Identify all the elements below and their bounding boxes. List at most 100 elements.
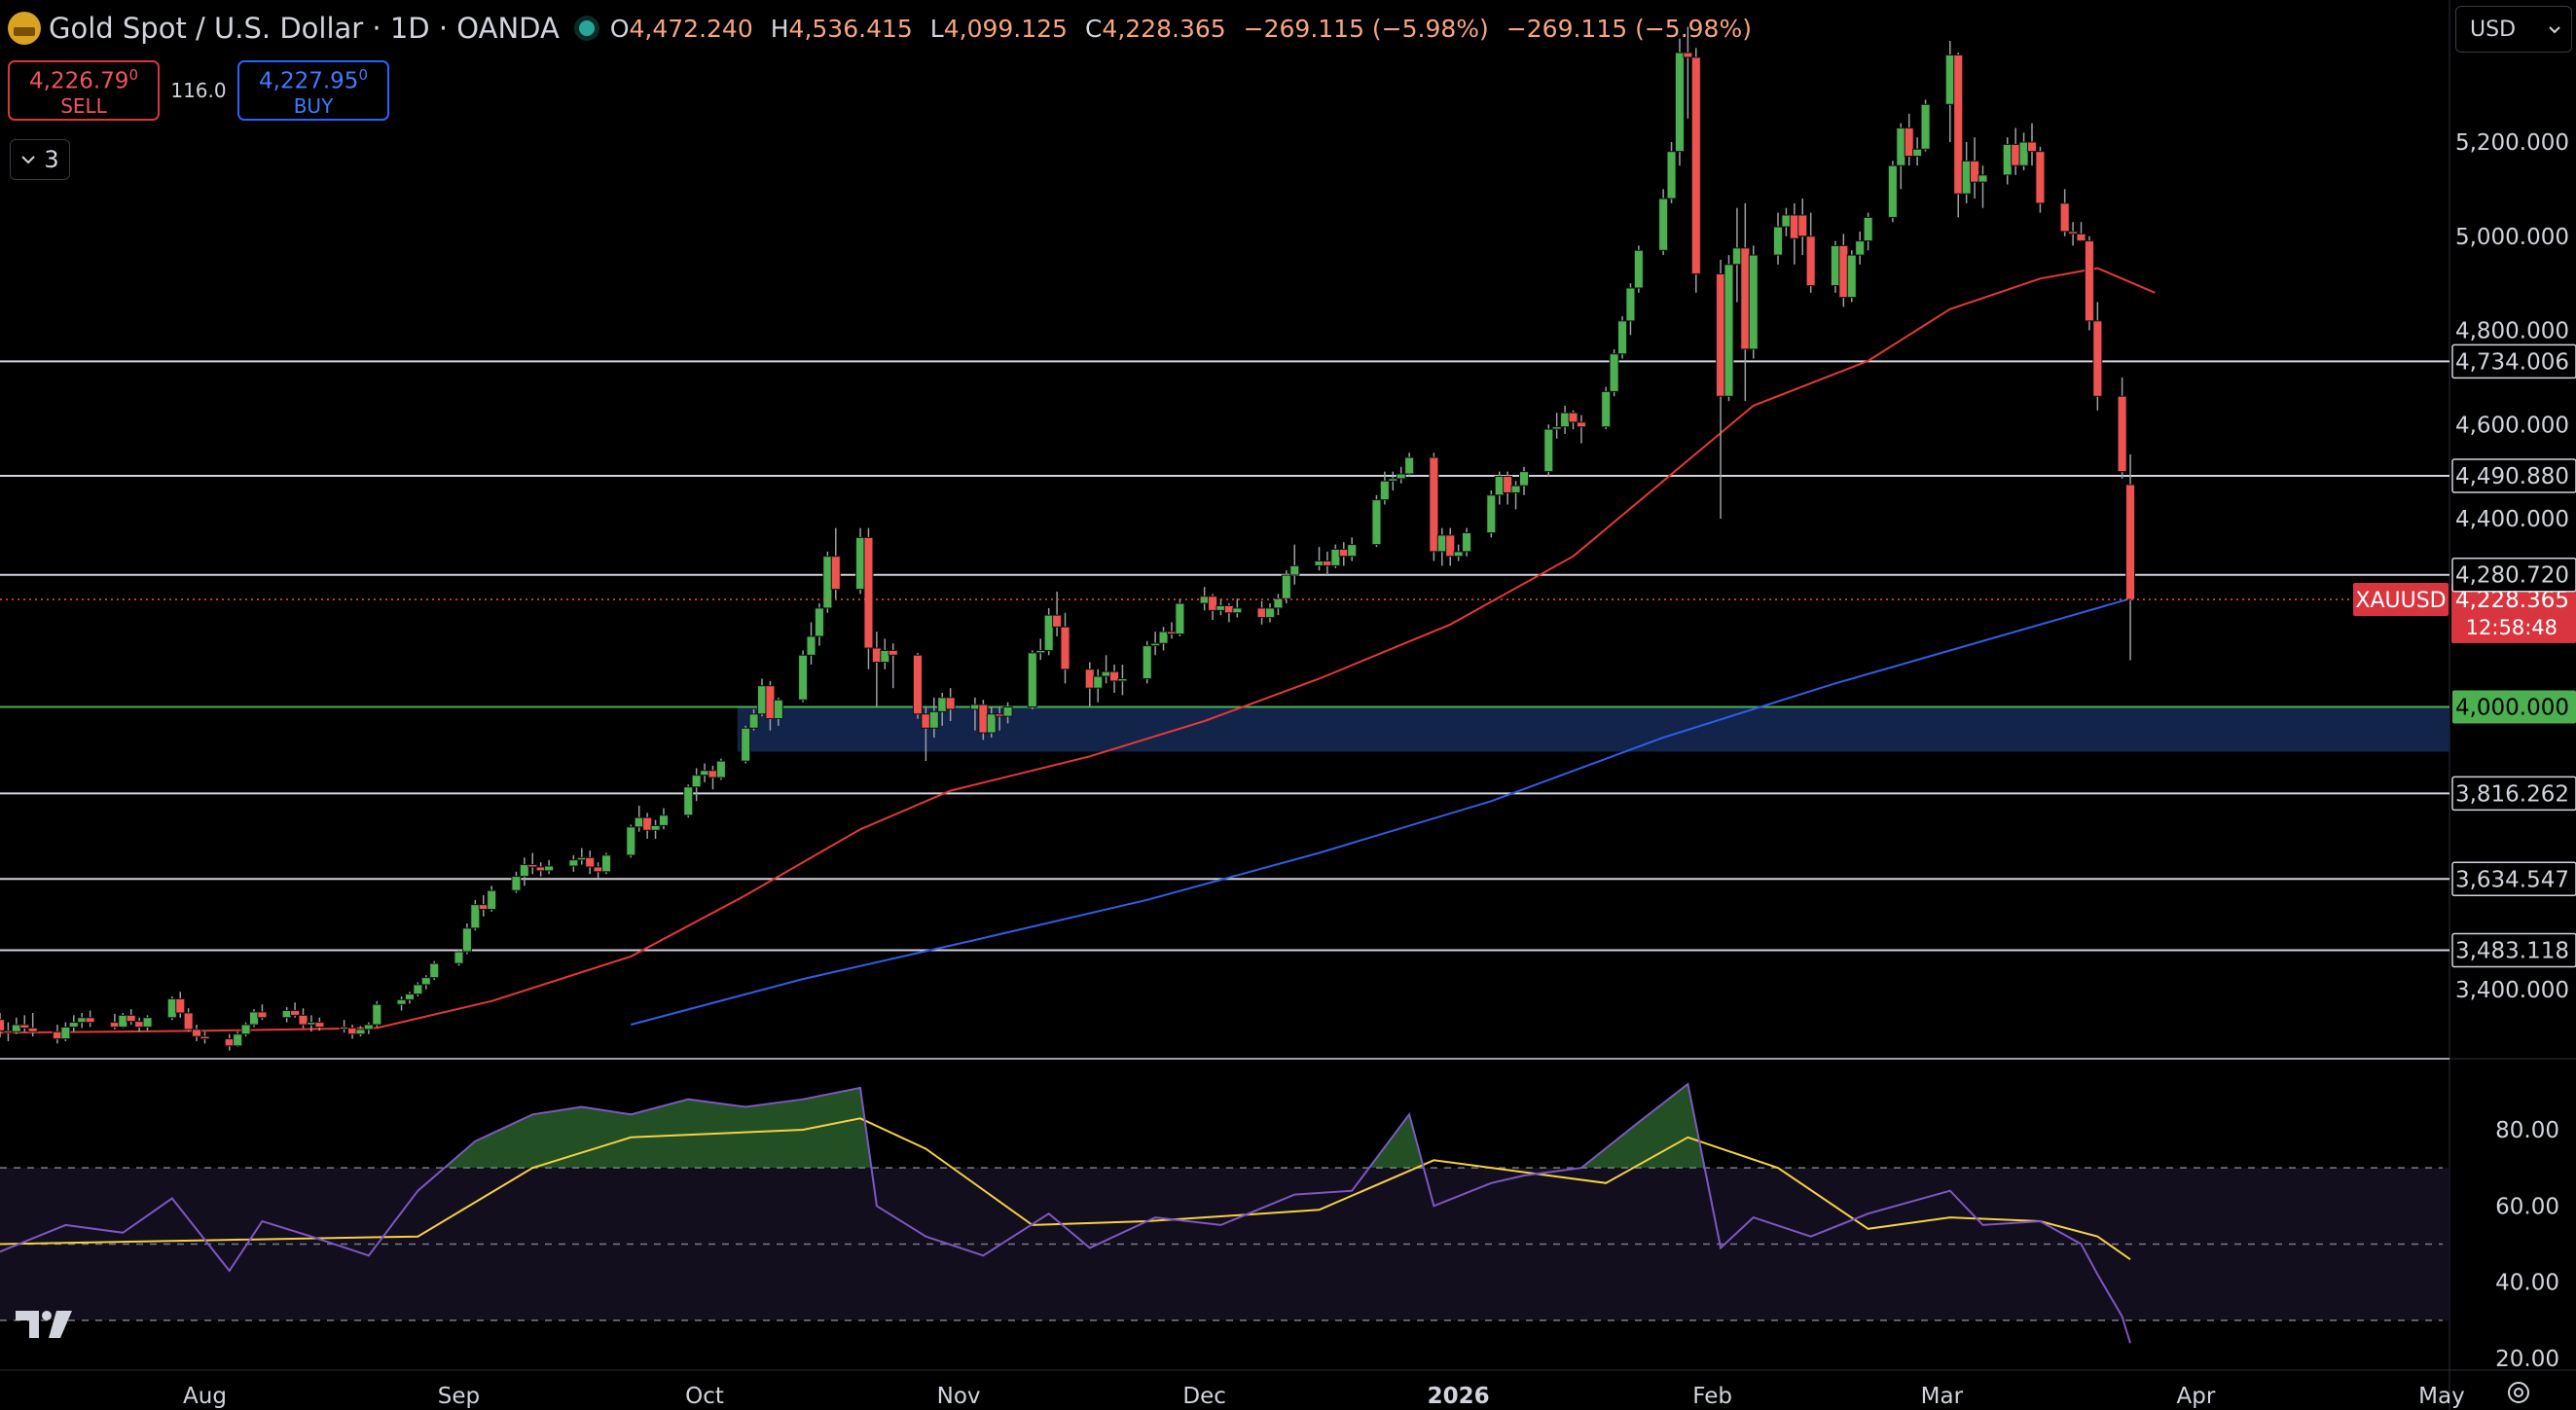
candle-up [470, 904, 481, 929]
candle-down [0, 1019, 5, 1031]
chart-header: Gold Spot / U.S. Dollar · 1D · OANDA O4,… [0, 0, 1752, 56]
level-label: 3,816.262 [2455, 781, 2569, 807]
symbol-title[interactable]: Gold Spot / U.S. Dollar · 1D · OANDA [49, 12, 560, 45]
price-tick-label: 4,800.000 [2455, 319, 2569, 344]
candle-down [224, 1038, 235, 1047]
candle-up [68, 1022, 79, 1028]
candle-up [715, 760, 726, 778]
candle-down [298, 1014, 308, 1026]
candle-up [986, 713, 997, 734]
buy-price-sup: 0 [358, 65, 368, 84]
candle-up [1666, 151, 1677, 199]
level-label-box [2451, 343, 2576, 380]
candle-up [1731, 247, 1742, 266]
candle-up [1887, 164, 1898, 218]
candle-up [576, 856, 587, 861]
candle-down [585, 856, 596, 868]
candle-up [748, 713, 759, 729]
sell-price: 4,226.790 [29, 65, 138, 94]
candle-up [429, 962, 440, 979]
sell-button[interactable]: 4,226.790 SELL [8, 60, 160, 121]
candle-down [527, 864, 538, 868]
indicators-toggle-button[interactable]: 3 [10, 139, 70, 180]
candle-down [1740, 247, 1751, 350]
candle-up [404, 994, 415, 1000]
candle-up [372, 1003, 382, 1026]
candle-up [1551, 426, 1562, 430]
candle-up [1281, 574, 1291, 599]
candle-up [1560, 412, 1571, 428]
candle-up [1977, 174, 1988, 183]
candle-down [290, 1010, 301, 1016]
candle-up [1158, 631, 1169, 644]
candle-down [257, 1011, 268, 1019]
candle-up [166, 997, 177, 1019]
overbought-fill [0, 1084, 2131, 1169]
candle-up [1150, 642, 1161, 647]
candle-down [1109, 670, 1120, 682]
candle-down [1797, 214, 1808, 237]
settings-gear-icon[interactable] [2504, 1378, 2533, 1407]
price-tick-label: 3,400.000 [2455, 978, 2569, 1003]
low-value: 4,099.125 [943, 14, 1068, 43]
time-tick-label: Apr [2176, 1384, 2215, 1409]
candle-up [1142, 645, 1152, 679]
candle-up [1658, 198, 1669, 251]
candle-up [1486, 494, 1497, 534]
ohlc-readout: O4,472.240 H4,536.415 L4,099.125 C4,228.… [610, 15, 1752, 43]
price-tick-label: 5,200.000 [2455, 130, 2569, 156]
candle-down [314, 1022, 325, 1028]
candle-up [233, 1033, 243, 1047]
candle-up [1453, 551, 1464, 558]
candle-up [2018, 141, 2029, 166]
candle-down [109, 1022, 120, 1028]
oscillator-tick-label: 60.00 [2495, 1194, 2559, 1219]
candle-up [1396, 473, 1406, 480]
chevron-down-icon [21, 156, 36, 164]
candle-up [11, 1024, 21, 1032]
level-label-box [2451, 932, 2576, 968]
price-tick-label: 4,600.000 [2455, 413, 2569, 438]
buy-button[interactable]: 4,227.950 BUY [237, 60, 389, 121]
sell-price-sup: 0 [128, 65, 138, 84]
candle-down [1208, 596, 1218, 611]
time-tick-label: May [2418, 1384, 2465, 1409]
candle-up [798, 654, 809, 701]
candle-up [142, 1017, 153, 1028]
time-tick-label: Feb [1692, 1384, 1732, 1409]
level-label-box [2452, 690, 2576, 724]
candle-down [593, 866, 603, 873]
change-value: −269.115 (−5.98%) [1243, 14, 1489, 43]
oanda-logo-icon [8, 12, 41, 45]
candle-down [183, 1012, 194, 1030]
level-label: 4,734.006 [2455, 349, 2569, 375]
currency-select[interactable]: USD [2455, 6, 2572, 53]
candle-up [1609, 353, 1619, 392]
buy-label: BUY [293, 94, 334, 119]
candle-down [52, 1030, 62, 1040]
candle-up [281, 1010, 292, 1019]
candle-down [1716, 272, 1726, 397]
time-tick-label: Sep [438, 1384, 480, 1409]
candle-up [1002, 706, 1013, 717]
candle-up [1215, 604, 1226, 611]
short-ma-line [0, 267, 2156, 1034]
candle-down [1503, 475, 1513, 493]
candle-down [1429, 456, 1439, 553]
candle-down [1953, 54, 1964, 195]
candle-down [2125, 484, 2136, 600]
candle-down [765, 685, 776, 720]
tradingview-logo-icon[interactable] [14, 1307, 76, 1340]
spread-value: 116.0 [170, 79, 227, 102]
candle-down [642, 816, 653, 831]
symbol-tag: XAUUSD [2355, 589, 2446, 613]
candle-up [1117, 677, 1128, 682]
candle-up [240, 1024, 251, 1035]
candle-up [1896, 127, 1906, 166]
candle-up [969, 704, 980, 710]
candle-down [1338, 548, 1349, 558]
candle-up [544, 865, 555, 872]
level-label: 4,490.880 [2455, 464, 2569, 489]
candle-down [1805, 235, 1816, 287]
